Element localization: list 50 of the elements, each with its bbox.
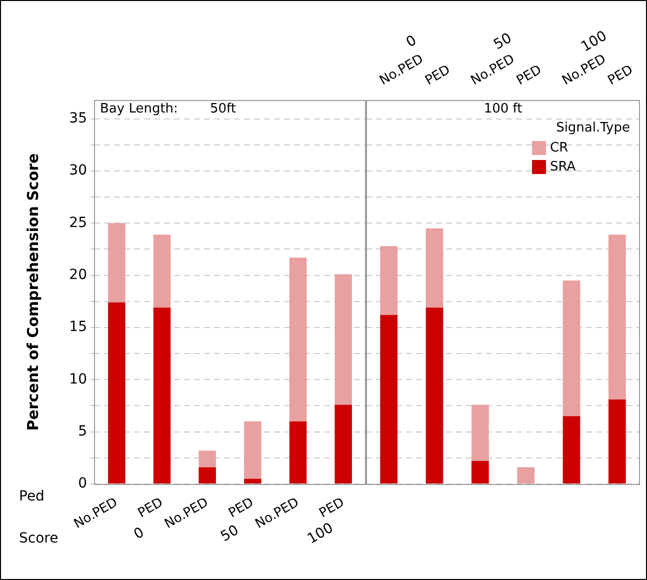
x-axis-title: Ped (19, 488, 44, 505)
bar (471, 404, 489, 462)
bar (608, 234, 626, 400)
y-tick-label: 10 (69, 371, 87, 388)
bar (471, 461, 489, 484)
bar (153, 234, 171, 308)
bar (426, 228, 444, 308)
y-tick-label: 35 (69, 110, 87, 126)
text: 50 (218, 522, 242, 546)
bar (289, 258, 307, 422)
bar (108, 302, 126, 484)
bar (198, 450, 216, 468)
x-tick-label: PED (422, 62, 453, 89)
bar (289, 421, 307, 484)
chart-subtitle: 50ft (210, 101, 236, 116)
y-tick-label: 25 (69, 214, 87, 231)
x-tick-label: PED (316, 495, 348, 522)
legend-label: CR (550, 140, 568, 156)
bar (608, 399, 626, 484)
bar (426, 308, 444, 484)
legend-label: SRA (550, 159, 576, 174)
bar (334, 274, 352, 405)
bar (153, 308, 171, 484)
text: 0 (131, 524, 148, 543)
x-tick-label: PED (606, 62, 636, 89)
text: 100 (578, 28, 610, 56)
bar (244, 478, 262, 484)
y-tick-label: 5 (78, 423, 87, 440)
y-tick-label: 20 (69, 266, 87, 283)
y-tick-label: 30 (69, 162, 87, 179)
chart-title: 100 ft (484, 101, 522, 116)
bar (334, 404, 352, 484)
text: 100 (304, 520, 336, 548)
legend-title: Signal.Type (556, 120, 630, 136)
text: 50 (491, 30, 515, 54)
bar (517, 467, 535, 484)
text: Score (19, 530, 58, 547)
bar (198, 467, 216, 484)
bar (562, 416, 580, 484)
text: 0 (404, 32, 420, 51)
x-tick-label: PED (514, 62, 544, 89)
bar (380, 246, 398, 315)
bar (380, 314, 398, 484)
y-tick-label: 0 (78, 476, 87, 492)
y-axis-title: Percent of Comprehension Score (24, 153, 42, 431)
chart-title: Bay Length: (100, 101, 178, 116)
bar (562, 280, 580, 416)
bar (244, 421, 262, 479)
y-tick-label: 15 (69, 319, 87, 336)
bar (108, 223, 126, 302)
